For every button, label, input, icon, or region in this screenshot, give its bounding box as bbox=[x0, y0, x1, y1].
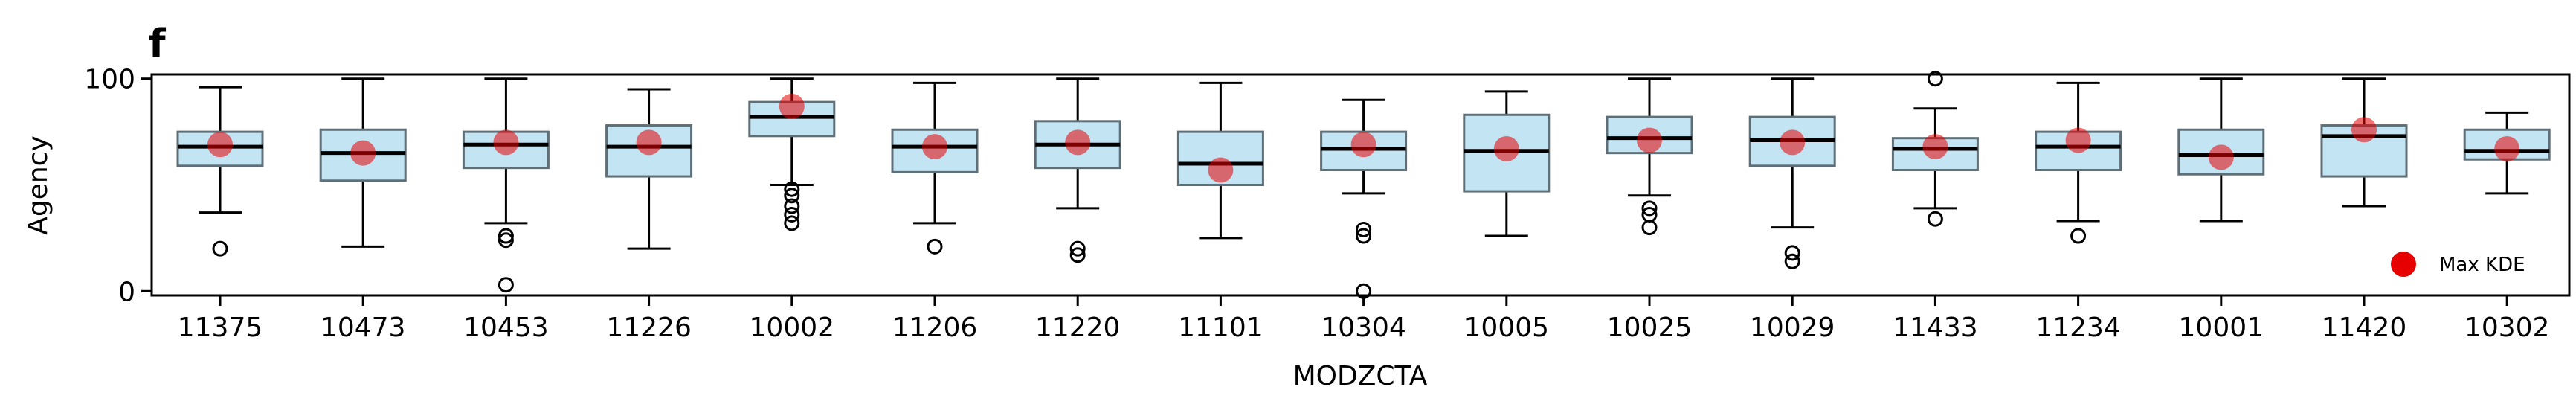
box-group-10473 bbox=[319, 77, 407, 248]
outlier-point bbox=[784, 215, 800, 231]
box-group-10453 bbox=[462, 77, 550, 293]
outlier-point bbox=[1069, 247, 1086, 263]
box-group-10302 bbox=[2463, 111, 2551, 195]
x-axis: 11375 10473 10453 11226 10002 11206 11220 11101… bbox=[178, 295, 2550, 343]
x-tick-label: 11375 bbox=[178, 313, 263, 343]
outlier-point bbox=[498, 228, 514, 244]
max-kde-point bbox=[493, 129, 519, 156]
box-group-11420 bbox=[2320, 77, 2408, 208]
x-tick-label: 11206 bbox=[892, 313, 978, 343]
box-group-10304 bbox=[1320, 98, 1408, 299]
box-group-10025 bbox=[1606, 77, 1693, 236]
plot-area bbox=[176, 71, 2551, 299]
plot-frame bbox=[150, 73, 2571, 297]
legend-marker-max-kde bbox=[2391, 252, 2416, 277]
max-kde-point bbox=[1350, 132, 1376, 158]
x-tick-label: 11433 bbox=[1893, 313, 1978, 343]
max-kde-point bbox=[2494, 135, 2520, 161]
outlier-point bbox=[784, 188, 800, 204]
x-tick-label: 11220 bbox=[1035, 313, 1121, 343]
max-kde-point bbox=[1208, 157, 1234, 183]
max-kde-point bbox=[2351, 117, 2377, 143]
outlier-point bbox=[784, 206, 800, 223]
max-kde-point bbox=[350, 140, 376, 166]
outlier-point bbox=[1069, 240, 1086, 257]
max-kde-point bbox=[2065, 127, 2091, 153]
box-group-11101 bbox=[1176, 81, 1264, 240]
x-tick-label: 11234 bbox=[2035, 313, 2121, 343]
outlier-point bbox=[1641, 220, 1658, 236]
box-group-11220 bbox=[1034, 77, 1121, 263]
outlier-point bbox=[1927, 71, 1943, 87]
outlier-point bbox=[1927, 211, 1943, 227]
max-kde-point bbox=[922, 134, 947, 160]
max-kde-point bbox=[2208, 144, 2234, 170]
x-tick-label: 10029 bbox=[1750, 313, 1835, 343]
x-tick-label: 11101 bbox=[1178, 313, 1263, 343]
box-group-11375 bbox=[176, 86, 264, 257]
x-axis-title: MODZCTA bbox=[1293, 361, 1428, 391]
box-group-10002 bbox=[748, 77, 836, 231]
x-tick-label: 11226 bbox=[606, 313, 692, 343]
outlier-point bbox=[784, 181, 800, 197]
box-group-10005 bbox=[1463, 90, 1551, 237]
max-kde-point bbox=[1065, 129, 1091, 156]
box-group-11206 bbox=[891, 81, 979, 255]
max-kde-point bbox=[1922, 134, 1948, 160]
x-tick-label: 10002 bbox=[750, 313, 835, 343]
box-group-11226 bbox=[605, 88, 693, 250]
panel-letter: f bbox=[149, 22, 167, 66]
outlier-point bbox=[1641, 200, 1658, 217]
x-tick-label: 10473 bbox=[321, 313, 406, 343]
y-tick-label: 0 bbox=[118, 277, 135, 307]
outlier-point bbox=[1356, 221, 1372, 237]
outlier-point bbox=[212, 240, 228, 257]
max-kde-point bbox=[1780, 129, 1806, 156]
outlier-point bbox=[1784, 253, 1800, 269]
max-kde-point bbox=[779, 93, 805, 119]
y-tick-label: 100 bbox=[84, 65, 135, 95]
box-group-11234 bbox=[2035, 81, 2122, 244]
box-group-10001 bbox=[2177, 77, 2265, 223]
outlier-point bbox=[784, 198, 800, 214]
y-axis: 0 100 bbox=[84, 65, 152, 307]
max-kde-point bbox=[636, 129, 662, 156]
legend-label-max-kde: Max KDE bbox=[2439, 254, 2525, 276]
max-kde-point bbox=[1637, 127, 1662, 153]
max-kde-point bbox=[1493, 135, 1519, 161]
outlier-point bbox=[1356, 228, 1372, 244]
x-tick-label: 11420 bbox=[2322, 313, 2407, 343]
x-tick-label: 10304 bbox=[1321, 313, 1406, 343]
x-tick-label: 10302 bbox=[2464, 313, 2550, 343]
max-kde-point bbox=[207, 132, 233, 158]
x-tick-label: 10025 bbox=[1607, 313, 1693, 343]
x-tick-label: 10453 bbox=[463, 313, 549, 343]
box-group-10029 bbox=[1748, 77, 1836, 269]
x-tick-label: 10005 bbox=[1464, 313, 1550, 343]
outlier-point bbox=[498, 232, 514, 249]
outlier-point bbox=[927, 238, 943, 255]
y-axis-title: Agency bbox=[23, 135, 54, 235]
box-group-11433 bbox=[1891, 71, 1979, 227]
outlier-point bbox=[1784, 245, 1800, 261]
x-tick-label: 10001 bbox=[2179, 313, 2264, 343]
outlier-point bbox=[2070, 228, 2087, 244]
outlier-point bbox=[498, 277, 514, 293]
legend: Max KDE bbox=[2391, 252, 2525, 277]
